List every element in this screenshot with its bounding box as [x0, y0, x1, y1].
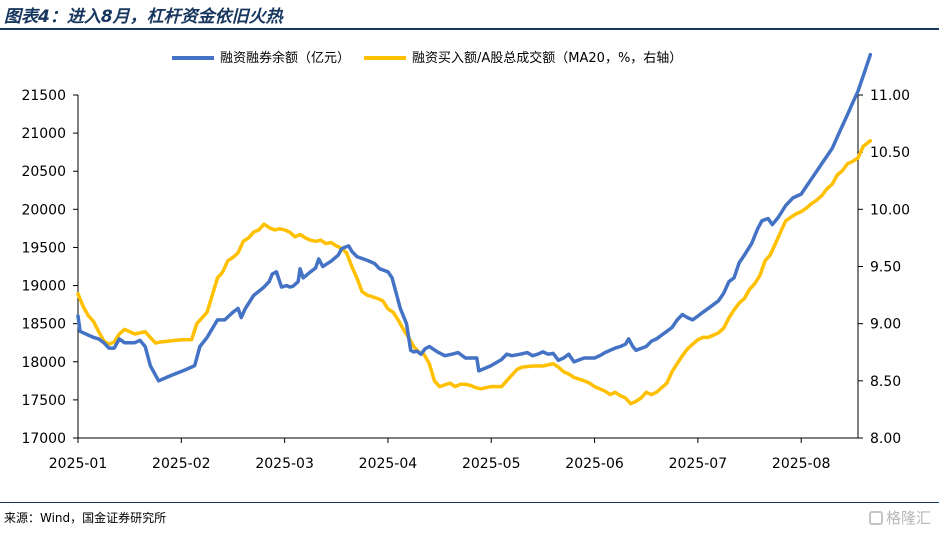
right-tick-label: 10.00 — [870, 202, 910, 218]
series-line-balance — [76, 52, 873, 383]
x-tick-label: 2025-01 — [49, 456, 108, 472]
watermark-logo-icon — [868, 510, 883, 525]
legend: 融资融券余额（亿元） 融资买入额/A股总成交额（MA20，%，右轴） — [172, 50, 682, 66]
right-tick-label: 8.00 — [870, 431, 901, 447]
x-tick-label: 2025-03 — [255, 456, 314, 472]
left-tick-label: 21000 — [21, 126, 66, 142]
watermark-text: 格隆汇 — [885, 509, 931, 527]
left-tick-label: 18000 — [21, 355, 66, 371]
left-tick-label: 20000 — [21, 202, 66, 218]
x-tick-label: 2025-06 — [565, 456, 624, 472]
series-lines — [76, 52, 873, 406]
x-tick-label: 2025-05 — [462, 456, 521, 472]
left-tick-label: 18500 — [21, 317, 66, 333]
left-tick-label: 20500 — [21, 164, 66, 180]
axes: 17000 17500 18000 18500 19000 19500 20000 20500… — [21, 88, 910, 472]
title-divider — [0, 28, 939, 30]
line-chart: 融资融券余额（亿元） 融资买入额/A股总成交额（MA20，%，右轴） 17000… — [21, 50, 910, 472]
chart-title: 图表4：进入8月，杠杆资金依旧火热 — [4, 7, 283, 27]
footer-divider — [0, 502, 939, 503]
left-tick-label: 19000 — [21, 279, 66, 295]
watermark: 格隆汇 — [868, 507, 931, 528]
right-tick-label: 8.50 — [870, 374, 901, 390]
left-tick-label: 19500 — [21, 240, 66, 256]
x-tick-label: 2025-07 — [669, 456, 728, 472]
series-line-ratio — [76, 138, 873, 406]
left-tick-label: 17000 — [21, 431, 66, 447]
right-tick-label: 9.00 — [870, 317, 901, 333]
right-tick-label: 10.50 — [870, 145, 910, 161]
x-tick-label: 2025-02 — [152, 456, 211, 472]
right-tick-label: 9.50 — [870, 260, 901, 276]
left-tick-label: 21500 — [21, 88, 66, 104]
x-tick-label: 2025-08 — [772, 456, 831, 472]
legend-label-balance: 融资融券余额（亿元） — [220, 50, 350, 66]
source-note: 来源：Wind，国金证券研究所 — [4, 511, 167, 525]
left-tick-label: 17500 — [21, 393, 66, 409]
legend-label-ratio: 融资买入额/A股总成交额（MA20，%，右轴） — [412, 50, 682, 66]
right-tick-label: 11.00 — [870, 88, 910, 104]
x-tick-label: 2025-04 — [359, 456, 418, 472]
